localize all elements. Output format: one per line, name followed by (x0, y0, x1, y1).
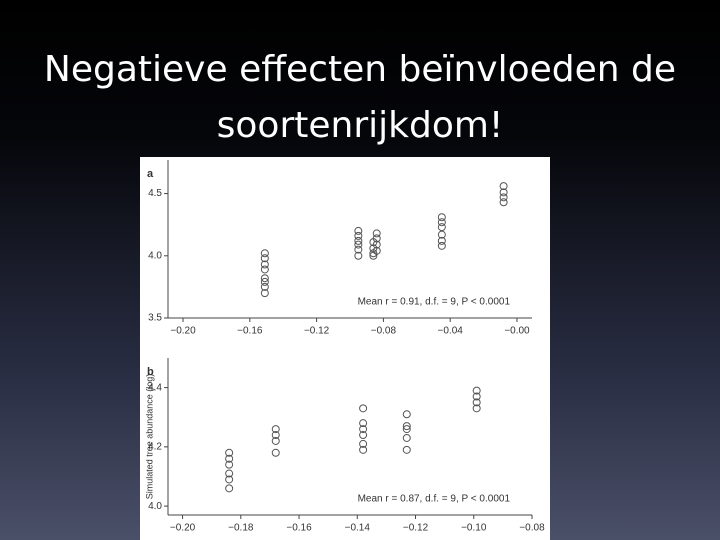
data-point (225, 475, 234, 484)
data-point (359, 445, 368, 454)
data-point (472, 404, 481, 413)
data-point (499, 182, 508, 191)
x-tick-label: −0.20 (170, 523, 196, 534)
data-point (472, 386, 481, 395)
data-point (437, 218, 446, 227)
data-point (359, 431, 368, 440)
slide-title: Negatieve effecten beïnvloeden de soorte… (43, 49, 677, 146)
data-point (472, 398, 481, 407)
data-point (225, 460, 234, 469)
data-point (437, 236, 446, 245)
data-point (372, 246, 381, 255)
figure-background (140, 157, 550, 540)
x-tick-label: −0.12 (304, 326, 330, 337)
data-point (402, 410, 411, 419)
x-tick-label: −0.10 (461, 523, 487, 534)
y-tick-label: 3.5 (148, 313, 162, 324)
data-point (437, 213, 446, 222)
data-point (260, 277, 269, 286)
data-point (225, 454, 234, 463)
data-point (260, 282, 269, 291)
data-point (359, 419, 368, 428)
annotation: Mean r = 0.87, d.f. = 9, P < 0.0001 (358, 494, 511, 505)
data-point (372, 234, 381, 243)
x-tick-label: −0.08 (519, 523, 545, 534)
data-point (354, 231, 363, 240)
data-point (260, 254, 269, 263)
x-tick-label: −0.20 (170, 326, 196, 337)
y-axis-label: Simulated tree abundance (log) (144, 374, 154, 500)
data-point (354, 240, 363, 249)
data-point (354, 226, 363, 235)
data-point (402, 445, 411, 454)
data-point (499, 193, 508, 202)
annotation: Mean r = 0.91, d.f. = 9, P < 0.0001 (358, 297, 511, 308)
data-point (359, 425, 368, 434)
data-point (499, 188, 508, 197)
data-point (225, 469, 234, 478)
x-tick-label: −0.00 (504, 326, 530, 337)
x-tick-label: −0.16 (286, 523, 312, 534)
data-point (359, 439, 368, 448)
data-point (260, 274, 269, 283)
data-point (499, 198, 508, 207)
data-point (225, 448, 234, 457)
data-point (437, 241, 446, 250)
data-point (372, 240, 381, 249)
data-point (402, 433, 411, 442)
data-point (472, 392, 481, 401)
x-tick-label: −0.18 (228, 523, 254, 534)
x-tick-label: −0.14 (345, 523, 371, 534)
y-tick-label: 4.2 (148, 442, 162, 453)
data-point (354, 251, 363, 260)
data-point (402, 425, 411, 434)
y-tick-label: 4.0 (148, 501, 162, 512)
data-point (225, 484, 234, 493)
data-point (359, 404, 368, 413)
x-tick-label: −0.16 (237, 326, 263, 337)
panel-label: a (147, 168, 154, 180)
x-tick-label: −0.12 (403, 523, 429, 534)
x-tick-label: −0.04 (438, 326, 464, 337)
data-point (354, 245, 363, 254)
panel-label: b (147, 366, 154, 378)
data-point (260, 265, 269, 274)
data-point (271, 436, 280, 445)
data-point (372, 229, 381, 238)
data-point (354, 236, 363, 245)
data-point (271, 425, 280, 434)
data-point (402, 422, 411, 431)
data-point (271, 431, 280, 440)
y-tick-label: 4.0 (148, 250, 162, 261)
data-point (260, 260, 269, 269)
data-point (260, 249, 269, 258)
data-point (271, 448, 280, 457)
data-point (437, 230, 446, 239)
x-tick-label: −0.08 (371, 326, 397, 337)
data-point (260, 289, 269, 298)
y-tick-label: 4.5 (148, 188, 162, 199)
y-tick-label: 4.4 (148, 382, 162, 393)
